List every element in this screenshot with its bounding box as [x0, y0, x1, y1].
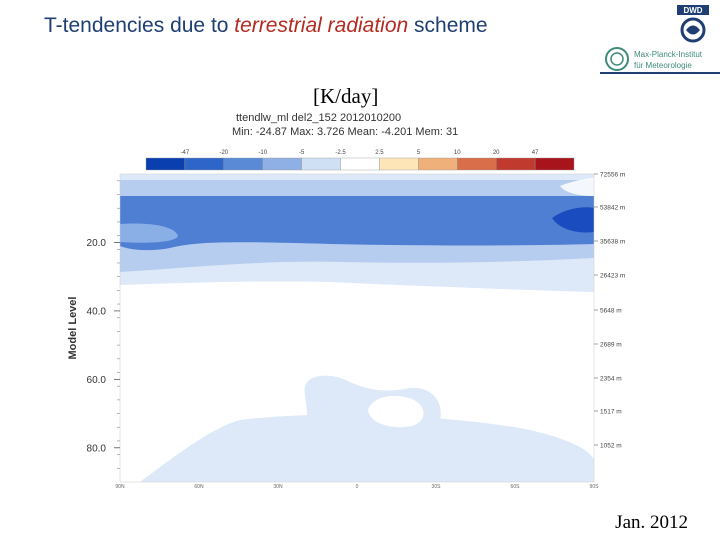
colorbar-swatch — [534, 157, 575, 171]
right-axis-label: 5648 m — [600, 308, 622, 315]
right-axis-label: 53842 m — [600, 205, 625, 212]
slide-title: T-tendencies due to terrestrial radiatio… — [44, 14, 488, 38]
x-tick-label: 30S — [432, 484, 442, 490]
colorbar-swatch — [495, 157, 536, 171]
right-axis-label: 72556 m — [600, 172, 625, 179]
title-suffix: scheme — [408, 14, 488, 37]
colorbar-swatch — [379, 157, 419, 171]
x-tick-label: 90S — [590, 484, 600, 490]
right-axis-label: 1052 m — [600, 443, 622, 450]
cloud-lower-band — [140, 414, 594, 482]
colorbar-swatch — [223, 157, 263, 171]
x-tick-label: 60N — [194, 484, 204, 490]
mpi-logo: Max-Planck-Institut für Meteorologie — [605, 47, 703, 71]
dwd-logo: DWD — [677, 5, 709, 43]
date-footer: Jan. 2012 — [615, 512, 688, 533]
y-tick-label: 40.0 — [87, 306, 107, 317]
colorbar-label: -47 — [181, 150, 190, 156]
right-axis-label: 2689 m — [600, 342, 622, 349]
colorbar-swatch — [418, 157, 458, 171]
colorbar-label: -20 — [219, 150, 228, 156]
band-medium-light-tongue — [120, 223, 178, 243]
title-emphasis: terrestrial radiation — [234, 14, 409, 37]
colorbar-swatch — [184, 157, 225, 171]
right-axis-label: 26423 m — [600, 273, 625, 280]
colorbar-swatch — [301, 157, 341, 171]
cloud-hole — [368, 395, 424, 428]
y-tick-label: 80.0 — [87, 443, 107, 454]
right-axis-label: 1517 m — [600, 409, 622, 416]
colorbar-label: 47 — [532, 150, 539, 156]
dwd-logo-swirl — [686, 25, 700, 35]
right-axis-label: 2354 m — [600, 376, 622, 383]
band-top-highlight — [560, 178, 594, 196]
x-tick-label: 60S — [511, 484, 521, 490]
y-tick-label: 60.0 — [87, 375, 107, 386]
mpi-logo-line2: für Meteorologie — [634, 61, 692, 70]
colorbar-label: 5 — [417, 150, 421, 156]
plot-field-line: ttendlw_ml del2_152 2012010200 — [236, 112, 402, 124]
mpi-logo-inner — [610, 52, 624, 66]
x-tick-label: 0 — [356, 484, 359, 490]
colorbar-swatch — [457, 157, 497, 171]
mpi-logo-line1: Max-Planck-Institut — [634, 50, 703, 59]
dwd-logo-bar — [677, 5, 709, 15]
title-prefix: T-tendencies due to — [44, 14, 235, 37]
colorbar-swatch — [340, 157, 380, 171]
colorbar-swatch — [262, 157, 302, 171]
colorbar: -47 -20 -10 -5 -2.5 2.5 5 10 20 47 — [145, 150, 575, 171]
band-medium — [120, 196, 594, 251]
field-frame — [119, 173, 595, 483]
heatmap-field — [119, 173, 595, 483]
colorbar-label: -2.5 — [335, 150, 346, 156]
dwd-logo-text: DWD — [683, 6, 702, 15]
colorbar-label: -10 — [258, 150, 267, 156]
y-tick-label: 20.0 — [87, 238, 107, 249]
colorbar-swatch — [145, 157, 186, 171]
colorbar-label: 2.5 — [375, 150, 384, 156]
axes: Model Level 20.0 40.0 60.0 80.0 90N 60N 30N 0 30S… — [67, 172, 625, 491]
right-axis-label: 35638 m — [600, 239, 625, 246]
dwd-logo-ring — [680, 17, 706, 43]
band-dark-patch — [552, 207, 594, 233]
colorbar-label: -5 — [299, 150, 305, 156]
x-tick-label: 90N — [115, 484, 125, 490]
title-divider — [600, 72, 720, 74]
colorbar-label: 10 — [454, 150, 461, 156]
mpi-logo-ring — [605, 47, 629, 71]
colorbar-label: 20 — [493, 150, 500, 156]
y-axis-title: Model Level — [67, 297, 79, 360]
x-tick-label: 30N — [273, 484, 283, 490]
plot-stats-line: Min: -24.87 Max: 3.726 Mean: -4.201 Mem:… — [232, 126, 459, 138]
unit-label: [K/day] — [313, 84, 379, 108]
